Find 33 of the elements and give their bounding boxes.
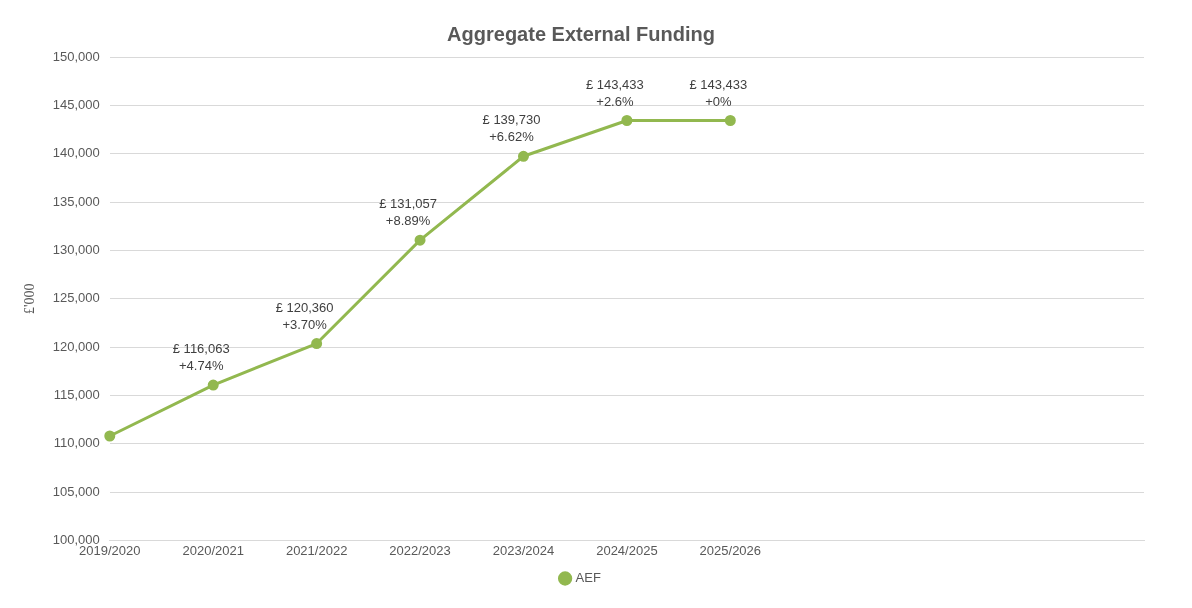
y-axis-title: £'000 (22, 283, 38, 314)
point (207, 379, 219, 391)
y-tick-label: 110,000 (53, 435, 100, 451)
y-tick-label: 100,000 (52, 531, 100, 547)
data-label: £ 139,730 +6.62% (482, 112, 541, 145)
y-tick-label: 150,000 (52, 48, 100, 64)
data-label: £ 116,063 +4.74% (172, 341, 230, 374)
data-label: £ 143,433 +0% (689, 76, 748, 109)
y-tick-label: 125,000 (52, 290, 100, 306)
x-tick-label: 2020/2021 (182, 542, 244, 558)
legend-label: AEF (575, 570, 601, 586)
chart-title: Aggregate External Funding (447, 22, 715, 45)
point (104, 430, 116, 442)
y-tick-label: 115,000 (53, 386, 100, 402)
point (517, 150, 529, 162)
point (414, 234, 426, 246)
x-tick-label: 2022/2023 (389, 542, 451, 558)
data-label: £ 143,433 +2.6% (585, 76, 644, 109)
x-tick-label: 2024/2025 (596, 542, 658, 558)
data-label: £ 131,057 +8.89% (379, 196, 437, 229)
y-tick-label: 145,000 (52, 96, 100, 112)
y-tick-label: 140,000 (52, 145, 100, 161)
x-tick-label: 2025/2026 (699, 542, 762, 558)
point (621, 114, 633, 126)
y-tick-label: 105,000 (52, 483, 100, 499)
y-tick-label: 120,000 (52, 338, 100, 354)
y-tick-label: 135,000 (52, 193, 100, 209)
point (724, 114, 736, 126)
x-tick-label: 2021/2022 (285, 542, 348, 558)
data-label: £ 120,360 +3.70% (275, 299, 334, 332)
point (311, 338, 323, 350)
y-tick-label: 130,000 (52, 241, 100, 257)
x-tick-label: 2023/2024 (492, 542, 555, 558)
